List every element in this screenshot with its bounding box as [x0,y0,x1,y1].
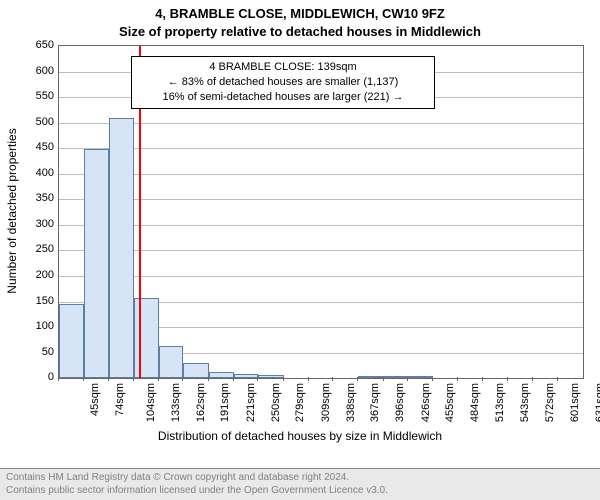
x-tick-mark [182,377,183,381]
y-tick-label: 150 [36,295,54,307]
x-tick-label: 74sqm [114,383,126,416]
histogram-bar [159,346,184,379]
x-tick-label: 426sqm [420,383,432,422]
x-tick-mark [357,377,358,381]
y-axis-ticks: 050100150200250300350400450500550600650 [24,45,58,377]
footer-line-1: Contains HM Land Registry data © Crown c… [6,472,594,485]
x-tick-mark [283,377,284,381]
x-tick-mark [158,377,159,381]
x-tick-mark [457,377,458,381]
gridline [59,174,583,175]
x-tick-mark [257,377,258,381]
y-axis-label: Number of detached properties [5,128,19,293]
x-tick-label: 191sqm [220,383,232,422]
x-tick-label: 601sqm [569,383,581,422]
histogram-bar [109,118,134,378]
x-tick-mark [58,377,59,381]
x-tick-mark [83,377,84,381]
gridline [59,199,583,200]
histogram-bar [134,298,159,379]
x-tick-mark [507,377,508,381]
y-tick-label: 500 [36,116,54,128]
x-tick-label: 631sqm [594,383,600,422]
x-tick-label: 250sqm [270,383,282,422]
info-box: 4 BRAMBLE CLOSE: 139sqm← 83% of detached… [131,56,435,109]
x-tick-mark [383,377,384,381]
histogram-bar [84,149,110,378]
x-tick-label: 338sqm [345,383,357,422]
histogram-chart: Number of detached properties 0 50 100 150 2… [0,39,600,459]
x-tick-mark [233,377,234,381]
x-tick-label: 45sqm [89,383,101,416]
histogram-bar [59,304,84,378]
gridline [59,148,583,149]
info-box-line: 16% of semi-detached houses are larger (… [138,90,428,105]
y-tick-label: 600 [36,65,54,77]
x-tick-label: 279sqm [295,383,307,422]
y-tick-label: 200 [36,269,54,281]
attribution-footer: Contains HM Land Registry data © Crown c… [0,468,600,500]
y-tick-label: 300 [36,218,54,230]
page-title-line2: Size of property relative to detached ho… [0,24,600,40]
x-tick-mark [108,377,109,381]
y-tick-label: 350 [36,192,54,204]
y-tick-label: 50 [42,346,54,358]
x-tick-mark [532,377,533,381]
gridline [59,276,583,277]
x-axis-label: Distribution of detached houses by size … [0,429,600,443]
x-tick-label: 455sqm [444,383,456,422]
y-tick-label: 650 [36,39,54,51]
y-tick-label: 0 [48,371,54,383]
y-tick-label: 250 [36,243,54,255]
info-box-line: ← 83% of detached houses are smaller (1,… [138,75,428,90]
info-box-line: 4 BRAMBLE CLOSE: 139sqm [138,60,428,75]
page-title-line1: 4, BRAMBLE CLOSE, MIDDLEWICH, CW10 9FZ [0,6,600,22]
footer-line-2: Contains public sector information licen… [6,485,594,498]
gridline [59,225,583,226]
x-tick-label: 309sqm [320,383,332,422]
x-tick-mark [133,377,134,381]
x-axis-ticks: 45sqm 74sqm 104sqm 133sqm 162sqm 191sqm 221sqm… [58,377,582,437]
x-tick-label: 162sqm [195,383,207,422]
x-tick-mark [432,377,433,381]
x-tick-label: 572sqm [544,383,556,422]
x-tick-label: 513sqm [494,383,506,422]
x-tick-label: 367sqm [369,383,381,422]
x-tick-mark [332,377,333,381]
y-tick-label: 550 [36,90,54,102]
histogram-bar [183,363,209,378]
gridline [59,250,583,251]
x-tick-mark [208,377,209,381]
x-tick-label: 104sqm [145,383,157,422]
plot-area: 4 BRAMBLE CLOSE: 139sqm← 83% of detached… [58,45,584,379]
x-tick-mark [557,377,558,381]
x-tick-mark [308,377,309,381]
x-tick-label: 484sqm [469,383,481,422]
gridline [59,123,583,124]
x-tick-label: 543sqm [519,383,531,422]
x-tick-mark [482,377,483,381]
y-tick-label: 450 [36,141,54,153]
y-tick-label: 100 [36,320,54,332]
x-tick-label: 221sqm [245,383,257,422]
x-tick-label: 396sqm [394,383,406,422]
y-tick-label: 400 [36,167,54,179]
x-tick-mark [407,377,408,381]
x-tick-label: 133sqm [170,383,182,422]
